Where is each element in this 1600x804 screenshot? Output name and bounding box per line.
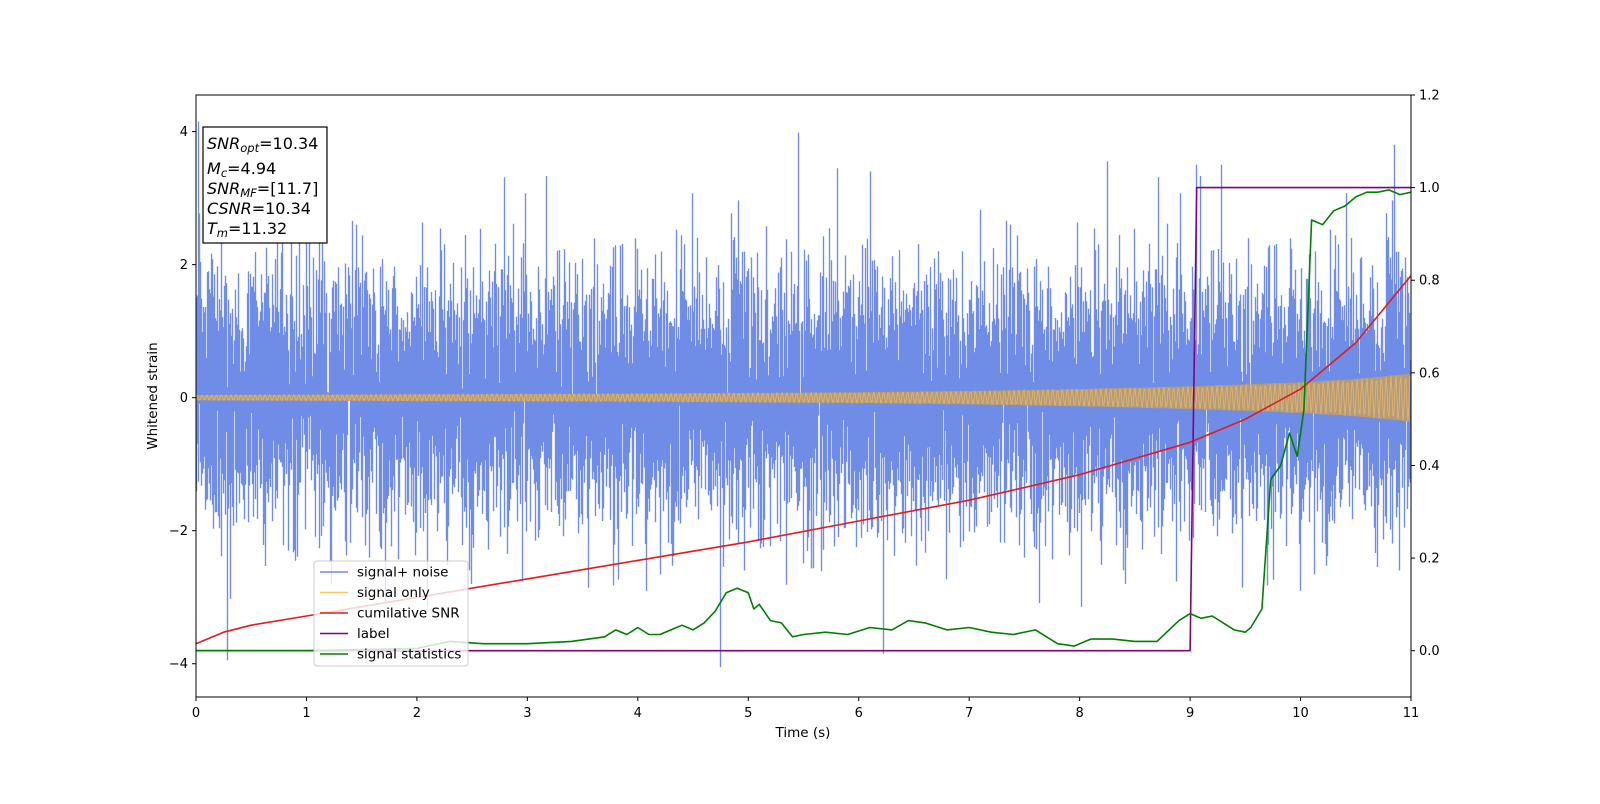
annotation-frame — [202, 126, 328, 244]
annotation-symbol: T — [207, 219, 218, 238]
y-tick-label: 0 — [180, 391, 188, 406]
annotation-line: CSNR=10.34 — [207, 199, 311, 218]
annotation-subscript: m — [217, 226, 228, 240]
y-tick-label: −2 — [169, 524, 188, 539]
series-signal-only-wave — [196, 375, 1411, 422]
x-axis-title: Time (s) — [775, 725, 831, 741]
x-tick-label: 1 — [302, 706, 310, 721]
y2-tick-label: 0.6 — [1419, 366, 1440, 381]
legend-item: signal statistics — [320, 647, 461, 663]
annotation-value: =4.94 — [227, 159, 276, 178]
y2-tick-label: 0.8 — [1419, 274, 1440, 289]
annotation-line: Tm=11.32 — [207, 219, 287, 240]
y2-tick-label: 0.0 — [1419, 644, 1440, 659]
x-tick-label: 9 — [1186, 706, 1194, 721]
x-tick-label: 7 — [965, 706, 973, 721]
legend-label: cumilative SNR — [357, 606, 460, 622]
annotation-symbol: M — [207, 159, 221, 178]
legend-item: signal only — [320, 585, 430, 601]
y2-tick-label: 1.2 — [1419, 89, 1440, 104]
legend-item: label — [320, 626, 390, 642]
y-axis-title: Whitened strain — [145, 342, 161, 449]
y-tick-label: 4 — [180, 125, 188, 140]
x-tick-label: 4 — [634, 706, 642, 721]
x-tick-label: 3 — [523, 706, 531, 721]
series-signal-statistics — [196, 189, 1411, 652]
legend-item: cumilative SNR — [320, 606, 460, 622]
plot-frame — [195, 94, 1412, 698]
series-signal-only — [196, 373, 1410, 422]
annotation-symbol: SNR — [207, 134, 240, 153]
x-tick-label: 6 — [855, 706, 863, 721]
legend-label: signal statistics — [357, 647, 461, 663]
x-tick-label: 8 — [1075, 706, 1083, 721]
stats-annotation-box: SNRopt=10.34Mc=4.94SNRMF=[11.7]CSNR=10.3… — [202, 126, 328, 244]
legend-label: signal+ noise — [357, 565, 448, 581]
x-tick-label: 10 — [1292, 706, 1309, 721]
annotation-symbol: CSNR — [207, 199, 252, 218]
series-label — [196, 186, 1411, 652]
y-tick-label: 2 — [180, 258, 188, 273]
annotation-symbol: SNR — [207, 179, 240, 198]
annotation-line: SNRMF=[11.7] — [207, 179, 318, 200]
annotation-value: =10.34 — [259, 134, 318, 153]
legend-label: signal only — [357, 585, 430, 601]
y-tick-label: −4 — [169, 657, 188, 672]
chart-legend: signal+ noise signal only cumilative SNR la… — [313, 560, 469, 667]
annotation-value: =11.32 — [228, 219, 287, 238]
series-cumilative-snr — [196, 275, 1411, 645]
y2-tick-label: 0.2 — [1419, 552, 1440, 567]
annotation-value: =[11.7] — [257, 179, 319, 198]
signal-only-layer — [196, 373, 1411, 422]
x-tick-label: 5 — [744, 706, 752, 721]
y2-tick-label: 0.4 — [1419, 459, 1440, 474]
line-series-layer — [196, 186, 1411, 652]
y2-tick-label: 1.0 — [1419, 181, 1440, 196]
x-tick-label: 11 — [1403, 706, 1420, 721]
axes-layer: 0 1 2 3 4 5 6 7 8 9 10 11 −4 −2 0 2 4 0.0 0.2 0.4 0.6 0.8 1.0 1… — [169, 89, 1440, 722]
x-tick-label: 2 — [413, 706, 421, 721]
annotation-line: SNRopt=10.34 — [207, 134, 318, 155]
annotation-subscript: opt — [240, 141, 259, 155]
annotation-subscript: MF — [240, 186, 257, 200]
legend-label: label — [357, 626, 390, 642]
x-tick-label: 0 — [192, 706, 200, 721]
annotation-subscript: c — [221, 166, 228, 180]
legend-frame — [313, 560, 469, 667]
annotation-value: =10.34 — [252, 199, 311, 218]
annotation-line: Mc=4.94 — [207, 159, 276, 180]
legend-item: signal+ noise — [320, 565, 448, 581]
